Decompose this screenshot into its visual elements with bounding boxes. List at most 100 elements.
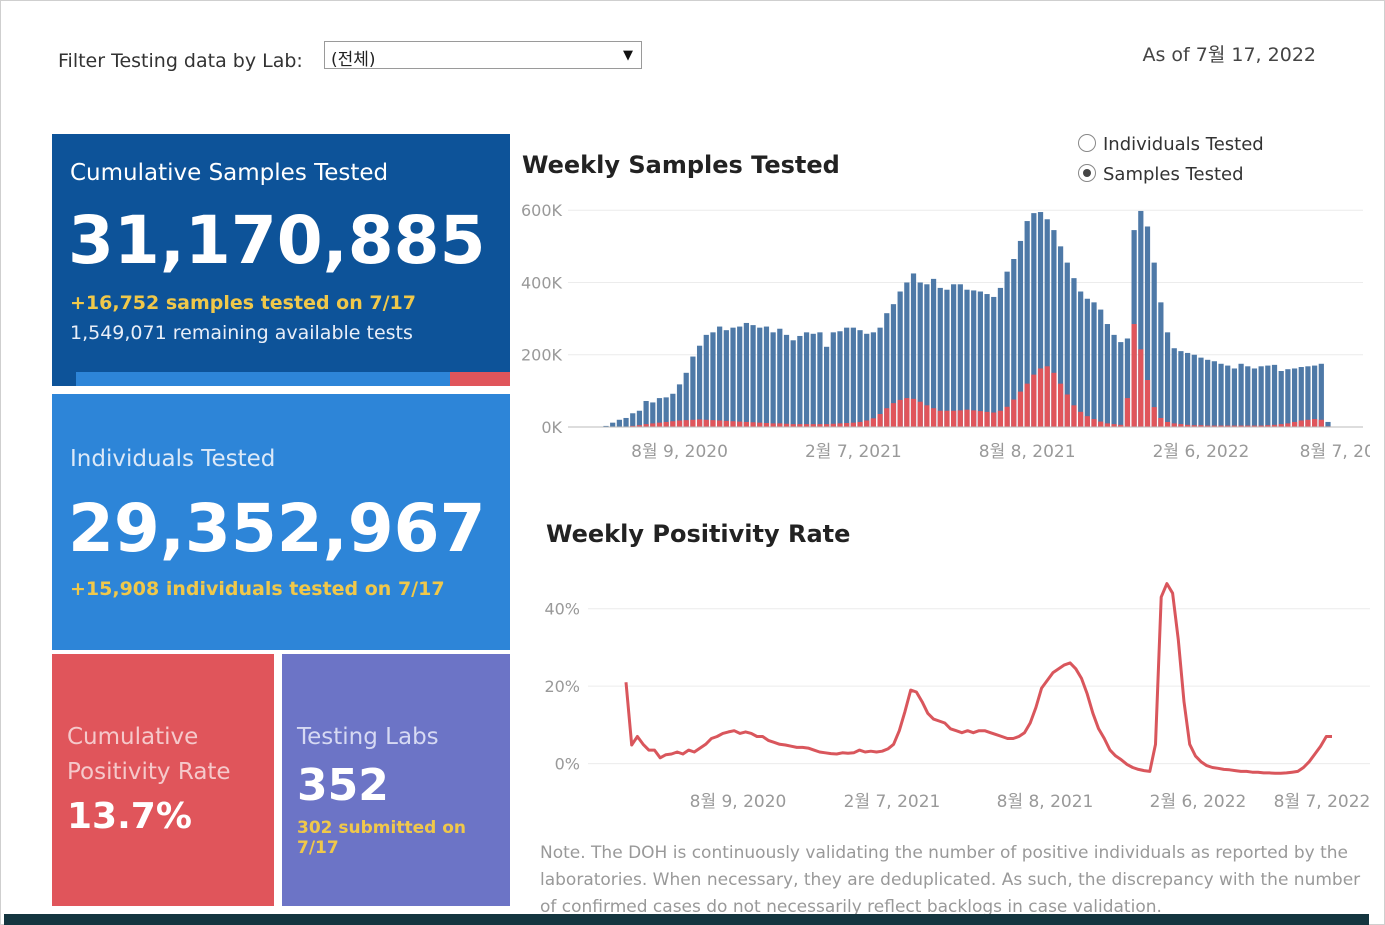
testing-labs-card: Testing Labs 352 302 submitted on 7/17 bbox=[282, 654, 510, 906]
positive-bar bbox=[1164, 421, 1171, 427]
samples-bar bbox=[1051, 230, 1057, 427]
positive-bar bbox=[1057, 383, 1064, 427]
positive-bar bbox=[1124, 398, 1131, 427]
positive-bar bbox=[1037, 368, 1044, 427]
samples-bar bbox=[870, 332, 877, 427]
lab-filter-dropdown[interactable]: (전체) ▼ bbox=[324, 41, 642, 70]
samples-bar bbox=[703, 334, 709, 427]
positive-bar bbox=[910, 398, 917, 427]
x-tick-label: 2월 6, 2022 bbox=[1150, 792, 1247, 812]
cumulative-positivity-card: Cumulative Positivity Rate 13.7% bbox=[52, 654, 274, 906]
y-tick-label: 20% bbox=[544, 677, 580, 696]
x-tick-label: 2월 6, 2022 bbox=[1153, 442, 1250, 462]
samples-bar bbox=[1078, 291, 1084, 427]
samples-bar bbox=[670, 393, 676, 427]
samples-bar bbox=[683, 372, 689, 427]
as-of-date: As of 7월 17, 2022 bbox=[1142, 44, 1316, 66]
positive-bar bbox=[643, 424, 649, 427]
x-tick-label: 8월 9, 2020 bbox=[690, 792, 787, 812]
positive-bar bbox=[1205, 425, 1211, 427]
positive-bar bbox=[1138, 349, 1144, 427]
samples-bar bbox=[824, 346, 830, 427]
positive-bar bbox=[850, 422, 856, 427]
samples-bar bbox=[770, 332, 776, 427]
positive-bar bbox=[696, 419, 703, 427]
positive-bar bbox=[1225, 425, 1231, 427]
samples-bar bbox=[1218, 363, 1224, 427]
positive-bar bbox=[803, 424, 810, 427]
samples-bar bbox=[1278, 371, 1284, 427]
samples-bar bbox=[1144, 226, 1151, 427]
radio-off-icon bbox=[1078, 134, 1096, 152]
positive-bar bbox=[636, 425, 643, 427]
samples-bar bbox=[850, 327, 856, 427]
samples-bar bbox=[971, 290, 977, 427]
samples-bar bbox=[750, 325, 756, 427]
samples-bar bbox=[890, 304, 897, 427]
samples-bar bbox=[857, 330, 863, 427]
positive-bar bbox=[1031, 374, 1037, 427]
positive-bar bbox=[857, 421, 863, 427]
samples-bar bbox=[957, 284, 963, 427]
radio-individuals-tested[interactable]: Individuals Tested bbox=[1078, 134, 1264, 155]
samples-bar bbox=[603, 425, 609, 427]
samples-bar bbox=[1124, 338, 1131, 427]
positive-bar bbox=[1118, 424, 1124, 427]
positive-bar bbox=[630, 425, 636, 427]
samples-bar bbox=[1098, 309, 1104, 427]
positive-bar bbox=[991, 412, 997, 427]
positive-bar bbox=[1064, 394, 1070, 427]
x-tick-label: 8월 7, 2022 bbox=[1274, 792, 1371, 812]
samples-bar bbox=[1325, 421, 1331, 427]
samples-bar bbox=[656, 398, 663, 427]
samples-bar bbox=[1057, 246, 1064, 427]
positive-bar bbox=[1191, 425, 1197, 427]
samples-bar bbox=[817, 332, 823, 427]
samples-bar bbox=[844, 327, 850, 427]
radio-samples-tested[interactable]: Samples Tested bbox=[1078, 164, 1244, 185]
samples-bar bbox=[676, 384, 683, 427]
samples-bar bbox=[797, 335, 803, 427]
samples-bar bbox=[1178, 351, 1184, 427]
y-tick-label: 600K bbox=[521, 201, 563, 220]
samples-bar bbox=[1298, 367, 1304, 427]
samples-bar bbox=[964, 289, 970, 427]
validation-note: Note. The DOH is continuously validating… bbox=[540, 843, 1361, 917]
samples-bar bbox=[790, 340, 796, 427]
samples-bar bbox=[977, 291, 983, 427]
positive-bar bbox=[730, 421, 736, 427]
samples-bar bbox=[864, 333, 870, 427]
samples-bar bbox=[1285, 369, 1291, 427]
positive-bar bbox=[1131, 324, 1137, 427]
positive-bar bbox=[937, 410, 943, 427]
samples-bar bbox=[930, 278, 937, 427]
samples-bar bbox=[1271, 364, 1278, 427]
positive-bar bbox=[817, 424, 823, 427]
weekly-positivity-title: Weekly Positivity Rate bbox=[546, 520, 851, 548]
samples-bar bbox=[1251, 368, 1258, 427]
positive-bar bbox=[663, 421, 669, 427]
samples-bar bbox=[944, 289, 950, 427]
positive-bar bbox=[1271, 424, 1278, 427]
tests-used-bar bbox=[76, 372, 450, 386]
y-tick-label: 0K bbox=[541, 418, 562, 437]
positive-bar bbox=[1091, 419, 1097, 427]
positive-bar bbox=[904, 398, 910, 427]
positive-bar bbox=[1051, 372, 1057, 427]
samples-bar bbox=[1312, 365, 1318, 427]
positive-bar bbox=[1017, 391, 1024, 427]
positive-bar bbox=[1111, 424, 1117, 427]
positive-bar bbox=[757, 422, 763, 427]
samples-bar bbox=[723, 330, 729, 427]
positive-bar bbox=[1178, 424, 1184, 427]
positive-bar bbox=[870, 418, 877, 427]
positive-bar bbox=[783, 423, 790, 427]
x-tick-label: 2월 7, 2021 bbox=[805, 442, 902, 462]
cumulative-samples-card: Cumulative Samples Tested 31,170,885 +16… bbox=[52, 134, 510, 386]
samples-bar bbox=[937, 287, 943, 427]
remaining-tests-text: 1,549,071 remaining available tests bbox=[70, 322, 413, 344]
samples-bar bbox=[1158, 302, 1164, 427]
samples-bar bbox=[924, 284, 930, 427]
positive-bar bbox=[1298, 420, 1304, 427]
samples-bar bbox=[1138, 210, 1144, 427]
